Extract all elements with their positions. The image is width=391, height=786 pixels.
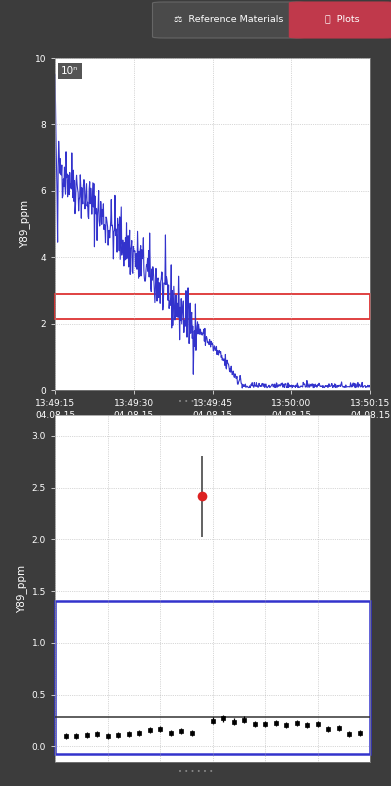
Text: • • • • • •: • • • • • • <box>178 399 213 405</box>
Y-axis label: Y89_ppm: Y89_ppm <box>16 564 27 612</box>
Bar <box>55 601 370 754</box>
Text: • • • • • •: • • • • • • <box>178 769 213 775</box>
Bar <box>55 294 370 318</box>
Y-axis label: Y89_ppm: Y89_ppm <box>20 200 30 248</box>
Text: ⚖  Reference Materials: ⚖ Reference Materials <box>174 15 283 24</box>
Text: 📈  Plots: 📈 Plots <box>325 15 359 24</box>
Text: 10ⁿ: 10ⁿ <box>61 66 79 76</box>
FancyBboxPatch shape <box>152 2 305 38</box>
FancyBboxPatch shape <box>289 2 391 38</box>
